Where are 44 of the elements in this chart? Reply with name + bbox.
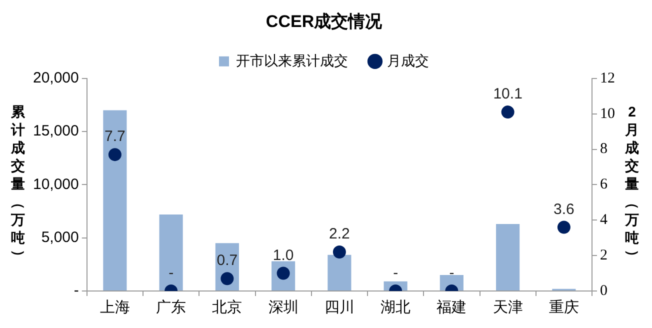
- data-label: 3.6: [554, 200, 574, 218]
- bar: [103, 110, 127, 290]
- y-tick-label: 5,000: [41, 228, 79, 246]
- data-label: 1.0: [272, 246, 294, 264]
- y2-tick-label: 12: [600, 70, 615, 86]
- y-tick-label: 15,000: [32, 122, 79, 140]
- text: 累计成交量（万吨）: [11, 104, 28, 264]
- legend-label: 开市以来累计成交: [236, 52, 348, 68]
- x-tick-label: 重庆: [548, 299, 579, 316]
- data-label: 2.2: [329, 226, 350, 243]
- y2-tick-label: 6: [600, 176, 608, 193]
- y2-tick-label: 10: [600, 106, 615, 122]
- chart-title: CCER成交情况: [266, 12, 384, 31]
- data-label: -: [168, 264, 174, 282]
- point: [220, 272, 234, 286]
- x-tick-label: 上海: [100, 299, 130, 316]
- point: [557, 220, 570, 234]
- y-tick-label: 20,000: [32, 70, 79, 87]
- y-tick-label: 10,000: [32, 176, 79, 193]
- y2-tick-label: 2: [600, 248, 608, 264]
- data-label: 0.7: [216, 252, 238, 270]
- data-label: -: [449, 264, 454, 282]
- y-tick-label: -: [74, 282, 79, 300]
- x-tick-label: 广东: [156, 299, 186, 316]
- bar: [496, 224, 520, 290]
- bar: [328, 254, 352, 290]
- x-tick-label: 北京: [212, 299, 242, 316]
- point: [501, 106, 514, 119]
- y2-tick-label: 4: [600, 212, 608, 228]
- point: [108, 148, 122, 162]
- data-label: 7.7: [104, 128, 126, 146]
- x-tick-label: 深圳: [268, 299, 298, 316]
- x-tick-label: 湖北: [380, 299, 411, 316]
- data-label: -: [393, 264, 398, 282]
- x-tick-label: 四川: [324, 299, 354, 316]
- point: [332, 246, 346, 259]
- y2-tick-label: 0: [600, 282, 608, 299]
- data-label: 10.1: [493, 86, 522, 103]
- text: 2月成交量（万吨）: [625, 104, 642, 264]
- y2-tick-label: 8: [600, 141, 608, 158]
- bar: [159, 214, 183, 290]
- x-tick-label: 天津: [492, 299, 523, 316]
- legend-label: 月成交: [387, 52, 429, 68]
- x-tick-label: 福建: [436, 299, 467, 316]
